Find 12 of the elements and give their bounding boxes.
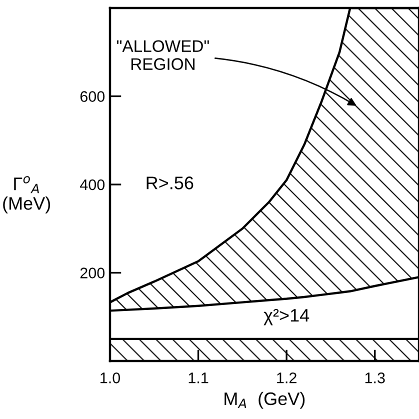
- x-tick-label: 1.1: [188, 372, 208, 384]
- annotation: R>.56: [146, 176, 194, 190]
- y-axis-title: Γ$^{o}$$_{A}$ (MeV): [3, 176, 50, 214]
- annotation: "ALLOWED" REGION: [117, 40, 209, 70]
- y-tick-label: 600: [80, 91, 105, 102]
- x-tick-label: 1.3: [365, 372, 385, 384]
- y-tick-label: 400: [80, 179, 105, 190]
- x-tick-label: 1.2: [277, 372, 296, 384]
- annotation: χ²>14: [264, 309, 310, 326]
- x-axis-title: M$_{A}$ (GeV): [224, 392, 305, 409]
- x-tick-label: 1.0: [100, 372, 120, 384]
- y-tick-label: 200: [80, 268, 105, 278]
